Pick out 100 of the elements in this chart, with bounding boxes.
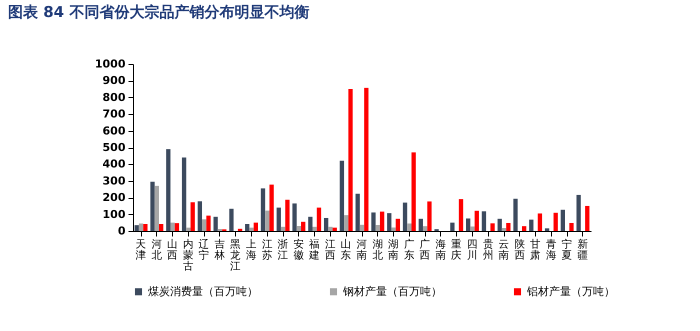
bar <box>498 218 502 231</box>
bar <box>324 218 328 231</box>
bar <box>213 216 218 231</box>
y-tick-label: 200 <box>102 191 126 204</box>
chart-title: 图表 84 不同省份大宗品产销分布明显不均衡 <box>8 3 310 21</box>
bar <box>174 223 180 231</box>
x-tick-label: 新疆 <box>577 238 588 262</box>
bar <box>332 228 337 231</box>
bar <box>560 210 566 231</box>
x-tick-label: 海南 <box>435 238 446 262</box>
bar <box>166 149 170 231</box>
legend-label: 煤炭消费量（百万吨） <box>148 284 258 298</box>
bar <box>376 224 380 231</box>
x-tick-label: 广西 <box>420 238 431 262</box>
bar <box>312 226 317 231</box>
bar <box>285 200 290 231</box>
bar <box>529 220 534 231</box>
y-tick-label: 100 <box>102 208 126 221</box>
bar <box>506 222 511 231</box>
bar <box>202 219 206 231</box>
x-tick-label: 宁夏 <box>562 238 573 262</box>
bar <box>292 203 297 231</box>
bar <box>422 226 428 231</box>
bar <box>360 224 364 231</box>
bar <box>371 212 376 231</box>
x-tick-label: 安徽 <box>293 238 304 262</box>
bar <box>538 213 542 231</box>
x-tick-label: 山东 <box>340 238 352 262</box>
x-tick-label: 上海 <box>246 238 258 262</box>
bar <box>348 89 353 231</box>
bar <box>254 222 258 231</box>
bar <box>158 224 164 231</box>
bar <box>418 218 423 231</box>
bar <box>554 212 558 231</box>
x-tick-label: 湖南 <box>388 238 400 262</box>
bar <box>138 223 144 231</box>
bar <box>134 225 139 231</box>
legend-label: 铝材产量（万吨） <box>526 284 615 298</box>
bar <box>190 202 195 231</box>
bar <box>402 202 408 231</box>
bar <box>585 206 590 231</box>
bar <box>466 218 470 231</box>
bar <box>470 226 475 231</box>
bar <box>344 215 348 231</box>
y-tick-label: 500 <box>102 141 126 154</box>
x-tick-label: 甘肃 <box>530 238 542 262</box>
x-tick-label: 浙江 <box>278 238 289 262</box>
bar <box>301 222 306 231</box>
y-tick-label: 0 <box>118 224 126 238</box>
bar <box>269 184 274 231</box>
bar <box>391 227 396 231</box>
bar <box>150 182 155 231</box>
bar <box>380 212 384 231</box>
bar <box>458 199 464 231</box>
x-tick-label: 河北 <box>151 238 162 262</box>
bar <box>450 222 455 231</box>
x-tick-label: 江苏 <box>262 238 273 262</box>
bar <box>569 222 574 231</box>
bar <box>296 226 302 231</box>
bar <box>182 158 186 231</box>
x-tick-label: 吉林 <box>213 238 226 262</box>
x-tick-label: 河南 <box>356 238 368 262</box>
y-tick-label: 600 <box>102 124 126 138</box>
bar <box>186 228 191 231</box>
bar <box>576 194 581 231</box>
bar <box>308 216 312 231</box>
x-tick-label: 辽宁 <box>198 238 210 262</box>
bar <box>143 224 148 231</box>
bar <box>427 201 432 231</box>
x-tick-label: 青海 <box>546 238 557 262</box>
x-tick-label: 内蒙古 <box>182 238 194 272</box>
y-tick-label: 400 <box>102 158 126 171</box>
x-tick-label: 重庆 <box>451 238 462 262</box>
bar <box>396 218 400 231</box>
x-tick-label: 湖北 <box>372 238 384 262</box>
y-tick-label: 900 <box>102 74 126 88</box>
bar <box>229 208 234 231</box>
bar <box>482 211 486 231</box>
legend-label: 钢材产量（百万吨） <box>342 284 442 298</box>
bar <box>412 152 416 231</box>
bar <box>407 223 412 231</box>
bar <box>364 88 368 231</box>
x-tick-label: 山西 <box>167 238 178 262</box>
bar <box>276 208 281 231</box>
x-tick-label: 黑龙江 <box>230 238 242 272</box>
bar <box>490 223 495 231</box>
bar <box>245 224 250 231</box>
bar <box>154 186 159 231</box>
bar <box>206 216 211 231</box>
x-tick-label: 四川 <box>466 238 478 262</box>
bar <box>260 188 266 231</box>
bar <box>198 201 202 231</box>
bar <box>502 228 506 231</box>
x-tick-label: 江西 <box>324 238 336 262</box>
bar <box>249 228 254 231</box>
x-tick-label: 福建 <box>308 238 320 262</box>
x-tick-label: 贵州 <box>482 238 494 262</box>
bar <box>340 160 344 231</box>
x-tick-label: 云南 <box>498 238 510 262</box>
y-tick-label: 1000 <box>94 58 126 70</box>
